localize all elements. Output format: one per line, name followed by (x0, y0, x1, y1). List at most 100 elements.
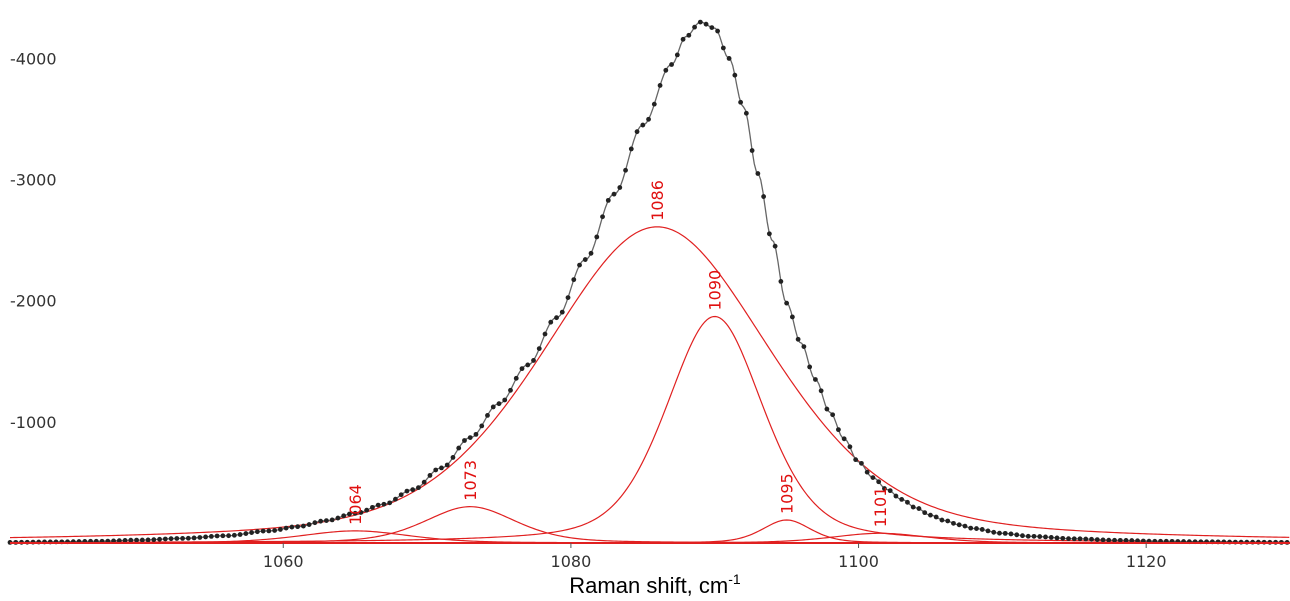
data-point (600, 214, 605, 220)
data-point (1089, 536, 1094, 542)
data-point (715, 28, 720, 34)
data-point (836, 427, 841, 433)
data-point (295, 524, 301, 530)
data-point (720, 45, 726, 51)
data-point (893, 493, 899, 499)
data-point (1077, 536, 1083, 542)
data-point (122, 538, 128, 543)
peak-label-1064: 1064 (346, 484, 365, 525)
data-point (226, 533, 232, 539)
data-point (433, 467, 439, 473)
data-point (1112, 537, 1117, 543)
data-point (404, 488, 410, 494)
data-point (1014, 532, 1020, 538)
data-point (962, 523, 968, 529)
data-point (502, 397, 508, 403)
data-point (974, 526, 979, 531)
data-point (669, 62, 674, 67)
data-point (910, 504, 916, 510)
data-point (979, 527, 985, 532)
data-point (956, 522, 962, 528)
data-point (818, 388, 824, 394)
data-point (1048, 535, 1054, 540)
data-point (640, 122, 646, 128)
data-point (145, 537, 151, 543)
data-point (945, 518, 951, 524)
data-point (151, 537, 157, 543)
y-axis-ticks: -1000 -2000 -3000 -4000 (10, 49, 57, 431)
data-point (1002, 530, 1008, 536)
data-point (680, 36, 686, 42)
data-point (588, 250, 594, 256)
data-point (485, 413, 490, 418)
data-point (1060, 535, 1066, 541)
data-point (761, 194, 767, 199)
data-point (128, 537, 134, 543)
data-point (283, 525, 289, 531)
data-point (1094, 537, 1100, 543)
peak-label-1101: 1101 (871, 487, 890, 528)
data-point (686, 32, 692, 38)
data-point (864, 469, 870, 475)
data-point (249, 530, 255, 535)
data-point (1083, 536, 1089, 542)
data-point (628, 146, 634, 152)
data-point (300, 523, 306, 529)
data-point (139, 537, 145, 543)
data-point (237, 532, 243, 537)
data-point (743, 110, 749, 116)
data-point (1135, 538, 1140, 544)
data-point (260, 528, 266, 534)
y-tick-label: -4000 (10, 49, 57, 68)
data-point (571, 277, 577, 283)
peak-label-1073: 1073 (461, 460, 480, 501)
peak-label-1095: 1095 (778, 473, 797, 514)
data-point (709, 25, 715, 30)
data-point (605, 197, 611, 203)
data-point (997, 530, 1002, 536)
data-point (427, 473, 433, 478)
data-point (531, 358, 536, 363)
data-point (335, 515, 341, 521)
data-point (462, 438, 467, 443)
data-point (916, 506, 922, 511)
data-point (375, 502, 381, 508)
data-point (933, 514, 939, 520)
data-point (778, 278, 784, 284)
x-tick-label: 1120 (1126, 552, 1167, 571)
data-point (364, 507, 370, 513)
x-tick-label: 1100 (838, 552, 879, 571)
x-tick-label: 1080 (551, 552, 592, 571)
data-point (439, 465, 444, 471)
data-point (191, 535, 197, 541)
data-point (312, 520, 318, 526)
data-point (939, 517, 945, 523)
fitted-components (9, 226, 1290, 544)
data-point (674, 52, 680, 58)
data-point (830, 412, 836, 418)
x-axis-title: Raman shift, cm-1 (569, 571, 741, 598)
data-point (370, 504, 375, 510)
data-point (421, 479, 427, 485)
data-point (306, 522, 312, 527)
x-axis-title-main: Raman shift, cm (569, 573, 728, 598)
measured-data-points (7, 19, 1290, 545)
data-point (341, 513, 347, 519)
data-point (352, 510, 358, 516)
data-point (928, 512, 933, 518)
y-tick-label: -2000 (10, 292, 57, 311)
data-point (387, 500, 393, 506)
data-point (393, 496, 398, 502)
peak-label-1086: 1086 (648, 180, 667, 221)
data-point (416, 485, 421, 491)
data-point (795, 336, 801, 342)
data-point (554, 315, 559, 321)
peak-labels: 1064 1073 1086 1090 1095 1101 (346, 180, 890, 527)
data-point (577, 262, 582, 268)
data-point (784, 300, 790, 306)
data-point (692, 24, 697, 30)
data-point (508, 387, 513, 393)
data-point (1043, 534, 1048, 540)
data-point (663, 67, 669, 73)
